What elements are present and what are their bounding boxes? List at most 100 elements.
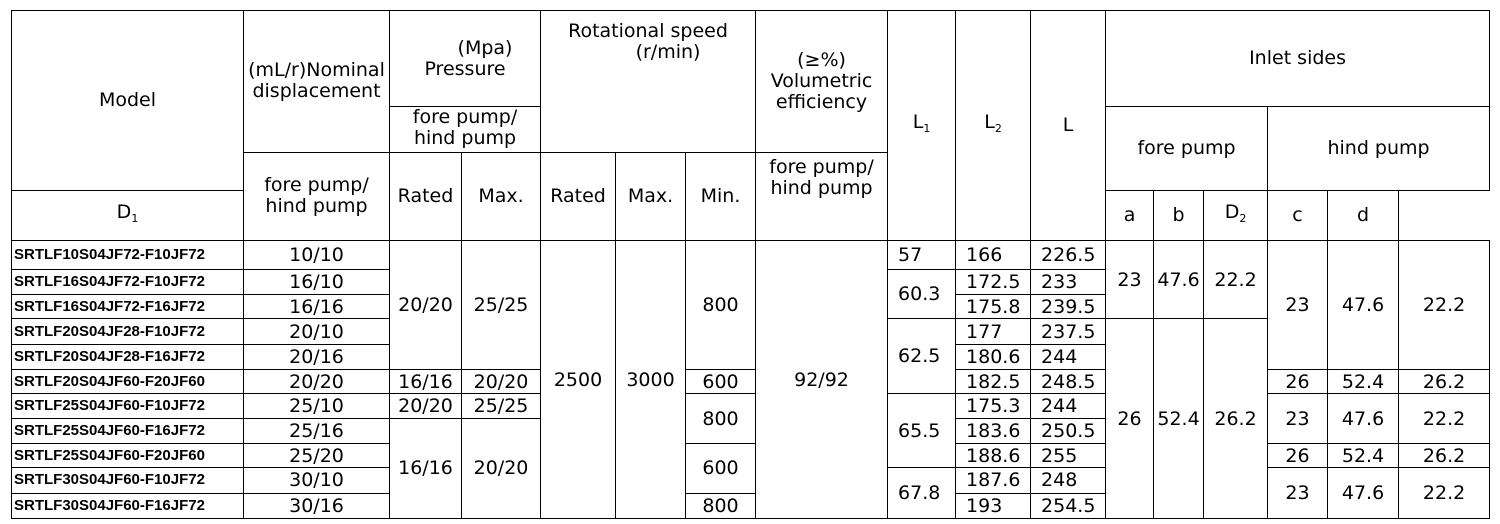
header-pressure: (Mpa) Pressure [388, 9, 542, 108]
l2-cell: 193 [955, 492, 1032, 520]
l2-cell: 183.6 [955, 417, 1032, 444]
fore-b-cell: 26.2 [1203, 318, 1269, 519]
displacement-cell: 25/10 [243, 393, 390, 419]
fore-a-cell: 52.4 [1153, 318, 1205, 519]
l2-cell: 188.6 [955, 442, 1032, 469]
header-speed-max: Max. [615, 151, 687, 242]
speed-rated-cell: 2500 [540, 240, 617, 519]
pressure-max-cell: 20/20 [460, 417, 542, 520]
fore-b-cell: 22.2 [1203, 240, 1269, 320]
table-row: SRTLF30S04JF60-F16JF72 30/16 800 193 254… [11, 492, 1490, 520]
l-cell: 250.5 [1030, 417, 1107, 444]
table-row: SRTLF30S04JF60-F10JF72 30/10 67.8 187.6 … [11, 467, 1491, 519]
header-fore-hind: fore pump/hind pump [243, 151, 390, 242]
header-displacement: (mL/r)Nominal displacement [243, 10, 390, 153]
pressure-max-cell: 20/20 [460, 369, 542, 395]
table-row: SRTLF16S04JF72-F10JF72 16/10 60.3 172.5 … [11, 268, 1490, 320]
header-fore-pump: fore pump [1105, 106, 1269, 191]
pressure-rated-cell: 16/16 [389, 417, 462, 520]
header-rotational-speed: Rotational speed (r/min) [540, 10, 757, 153]
displacement-cell: 30/10 [243, 467, 390, 494]
hind-d2-cell: 26 [1267, 442, 1329, 469]
header-b: b [1153, 189, 1205, 242]
l1-cell: 57 [887, 240, 957, 270]
displacement-cell: 20/10 [243, 318, 390, 345]
pressure-max-cell: 25/25 [460, 240, 542, 371]
displacement-cell: 16/16 [243, 294, 390, 320]
hind-d-cell: 26.2 [1398, 369, 1491, 395]
model-cell: SRTLF25S04JF60-F10JF72 [11, 393, 244, 419]
model-cell: SRTLF20S04JF28-F10JF72 [11, 318, 244, 345]
hind-c-cell: 47.6 [1327, 467, 1400, 519]
table-row: SRTLF25S04JF60-F16JF72 25/16 16/16 20/20… [11, 417, 1490, 520]
model-cell: SRTLF20S04JF60-F20JF60 [11, 369, 244, 395]
l2-cell: 182.5 [955, 369, 1032, 395]
hind-d2-cell: 26 [1267, 369, 1329, 395]
l2-cell: 177 [955, 318, 1032, 345]
displacement-cell: 16/10 [243, 268, 390, 296]
pressure-rated-cell: 20/20 [389, 240, 462, 371]
displacement-cell: 10/10 [243, 240, 390, 270]
l1-cell: 60.3 [887, 268, 957, 320]
pressure-max-cell: 25/25 [460, 393, 542, 419]
efficiency-cell: 92/92 [755, 240, 889, 519]
l-cell: 233 [1030, 268, 1107, 296]
pressure-rated-cell: 20/20 [389, 393, 462, 419]
model-cell: SRTLF10S04JF72-F10JF72 [11, 240, 244, 270]
header-efficiency: (≥%) Volumetric efficiency [755, 10, 889, 153]
table-row: SRTLF16S04JF72-F16JF72 16/16 175.8 239.5 [11, 294, 1490, 320]
l-cell: 244 [1030, 343, 1107, 371]
model-cell: SRTLF30S04JF60-F16JF72 [11, 492, 244, 520]
model-cell: SRTLF16S04JF72-F16JF72 [11, 294, 244, 320]
l-cell: 239.5 [1030, 294, 1107, 320]
speed-min-cell: 800 [685, 492, 757, 520]
fore-d1-cell: 23 [1105, 240, 1155, 320]
l2-cell: 175.3 [955, 393, 1032, 419]
hind-c-cell: 52.4 [1327, 369, 1400, 395]
speed-min-cell: 800 [685, 240, 757, 371]
l1-cell: 67.8 [887, 467, 957, 519]
model-cell: SRTLF25S04JF60-F20JF60 [11, 442, 244, 469]
header-d1: D1 [11, 189, 244, 242]
header-l1: L1 [887, 9, 957, 242]
l1-cell: 65.5 [887, 393, 957, 469]
header-c: c [1267, 189, 1329, 242]
hind-d2-cell: 23 [1267, 240, 1329, 371]
table-row: SRTLF25S04JF60-F20JF60 25/20 600 188.6 2… [11, 442, 1491, 494]
speed-min-cell: 600 [685, 442, 757, 494]
l1-cell: 62.5 [887, 318, 957, 395]
table-row: SRTLF25S04JF60-F10JF72 25/10 20/20 25/25… [11, 393, 1491, 469]
spec-table: Model (mL/r)Nominal displacement (Mpa) Pr… [11, 9, 1491, 520]
hind-d-cell: 22.2 [1398, 240, 1491, 371]
model-cell: SRTLF16S04JF72-F10JF72 [11, 268, 244, 296]
hind-d-cell: 22.2 [1398, 467, 1491, 519]
header-pressure-sub: fore pump/hind pump [388, 106, 542, 153]
l2-cell: 180.6 [955, 343, 1032, 371]
l-cell: 244 [1030, 393, 1107, 419]
hind-d-cell: 26.2 [1398, 442, 1491, 469]
displacement-cell: 25/20 [243, 442, 390, 469]
speed-min-cell: 800 [685, 393, 757, 444]
header-inlet-sides: Inlet sides [1105, 9, 1491, 108]
displacement-cell: 30/16 [243, 492, 390, 520]
header-model: Model [11, 10, 244, 191]
fore-a-cell: 47.6 [1153, 240, 1205, 320]
header-efficiency-sub: fore pump/hind pump [755, 151, 889, 242]
header-pressure-max: Max. [460, 151, 542, 242]
speed-min-cell: 600 [685, 369, 757, 395]
l-cell: 248 [1030, 467, 1107, 494]
pressure-rated-cell: 16/16 [389, 369, 462, 395]
fore-d1-cell: 26 [1105, 318, 1155, 519]
table-row: SRTLF20S04JF28-F10JF72 20/10 62.5 177 23… [11, 318, 1490, 519]
header-d2: D2 [1203, 189, 1269, 242]
hind-d-cell: 22.2 [1398, 393, 1491, 444]
l2-cell: 175.8 [955, 294, 1032, 320]
l2-cell: 187.6 [955, 467, 1032, 494]
l-cell: 237.5 [1030, 318, 1107, 345]
l-cell: 255 [1030, 442, 1107, 469]
l2-cell: 172.5 [955, 268, 1032, 296]
hind-c-cell: 47.6 [1327, 393, 1400, 444]
header-l: L [1030, 9, 1107, 242]
header-a: a [1105, 189, 1155, 242]
table-row: SRTLF20S04JF60-F20JF60 20/20 16/16 20/20… [11, 369, 1491, 395]
